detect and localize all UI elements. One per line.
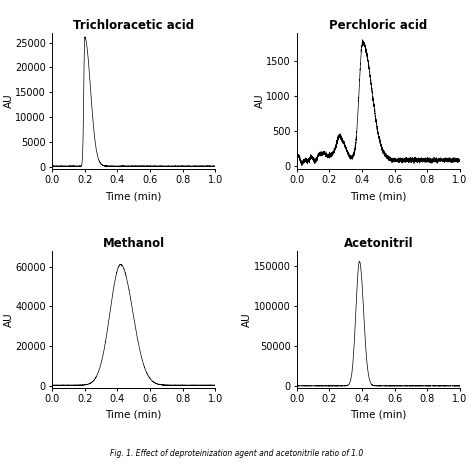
X-axis label: Time (min): Time (min): [350, 410, 406, 419]
Title: Perchloric acid: Perchloric acid: [329, 19, 428, 32]
Y-axis label: AU: AU: [242, 312, 252, 327]
Y-axis label: AU: AU: [255, 93, 264, 108]
Title: Methanol: Methanol: [102, 237, 165, 250]
Title: Acetonitril: Acetonitril: [344, 237, 413, 250]
Text: Fig. 1. Effect of deproteinization agent and acetonitrile ratio of 1.0: Fig. 1. Effect of deproteinization agent…: [110, 449, 364, 458]
X-axis label: Time (min): Time (min): [350, 191, 406, 201]
Y-axis label: AU: AU: [4, 93, 14, 108]
X-axis label: Time (min): Time (min): [106, 410, 162, 419]
X-axis label: Time (min): Time (min): [106, 191, 162, 201]
Y-axis label: AU: AU: [4, 312, 14, 327]
Title: Trichloracetic acid: Trichloracetic acid: [73, 19, 194, 32]
